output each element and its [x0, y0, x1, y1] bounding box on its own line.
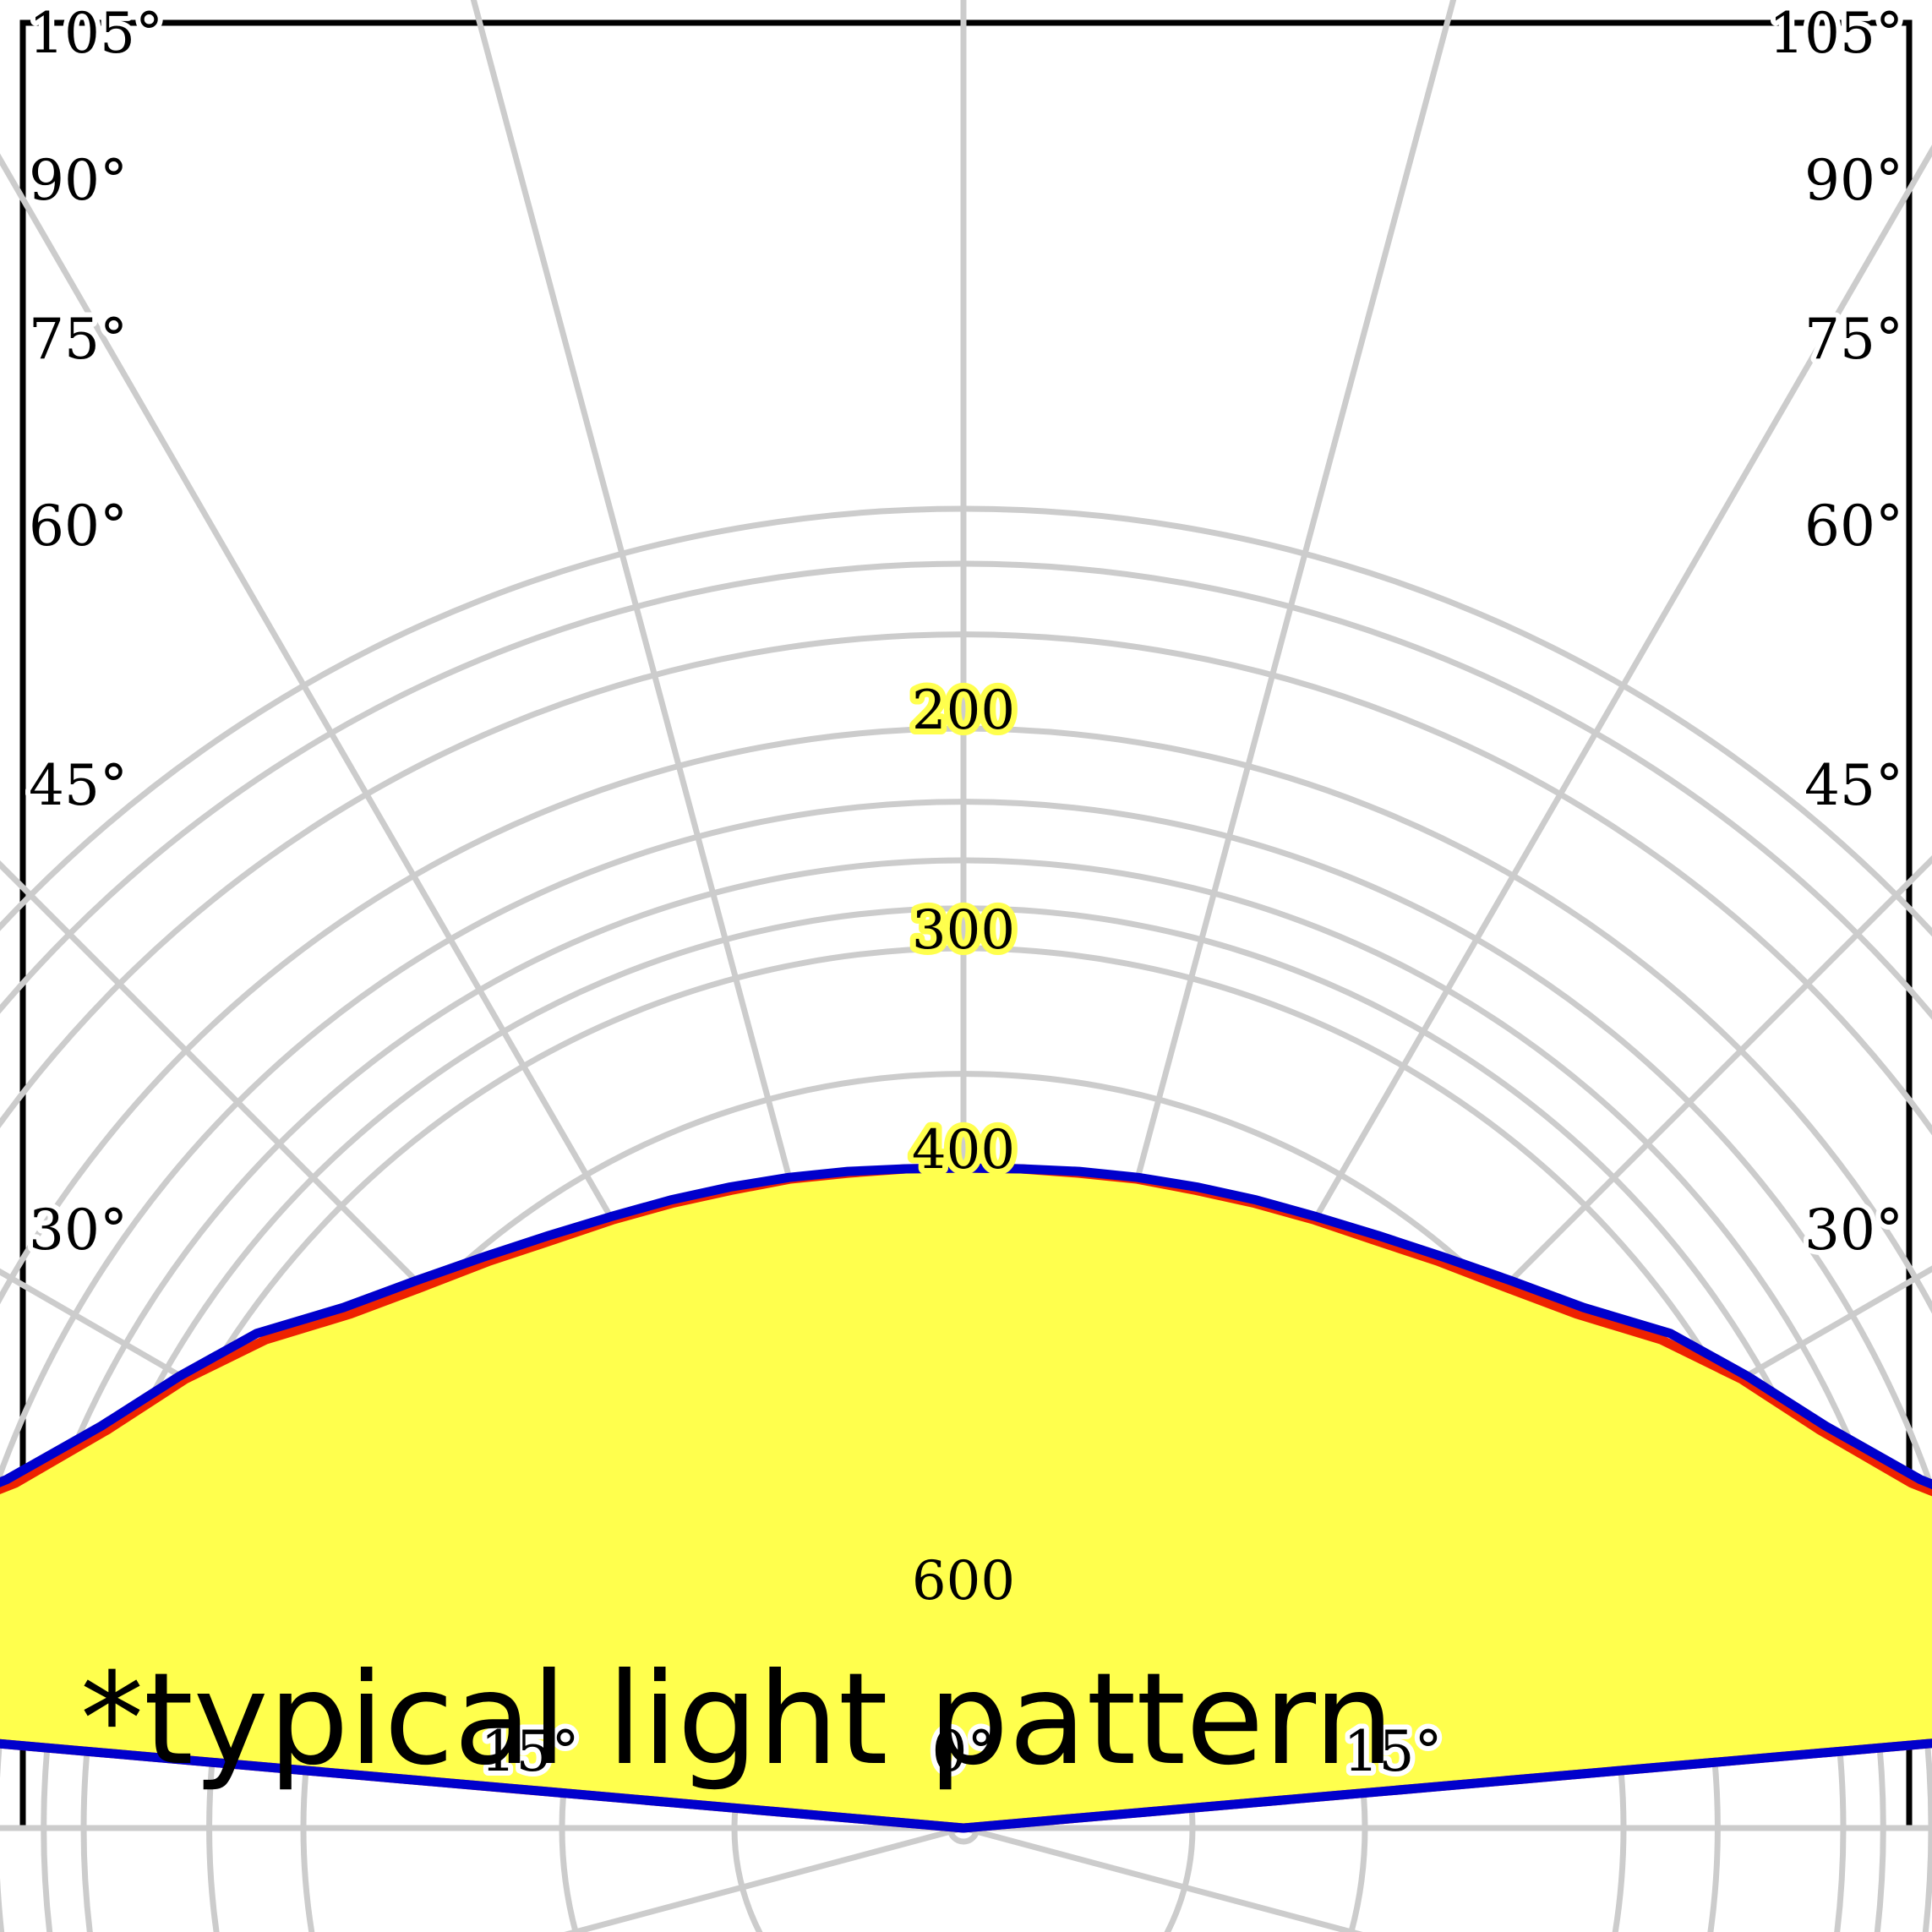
angle-label-left-halo: 45° — [29, 753, 128, 818]
angle-label-right-halo: 45° — [1804, 753, 1903, 818]
angle-label-right-halo: 30° — [1804, 1198, 1903, 1263]
angle-label-left-halo: 105° — [29, 1, 163, 66]
angle-label-left-halo: 30° — [29, 1198, 128, 1263]
angle-label-bottom: 15° — [481, 1719, 580, 1784]
angle-label-bottom-halo: 15° — [481, 1719, 580, 1784]
angle-tick-labels: 105°105°90°90°75°75°60°60°45°45°30°30°10… — [24, 0, 1908, 1789]
radial-tick-label-halo: 200 — [912, 679, 1015, 742]
distribution-curves — [0, 1163, 1932, 1833]
angle-label-right: 30° — [1804, 1198, 1903, 1263]
radial-tick-label-halo: 400 — [912, 1119, 1015, 1182]
angle-label-right: 45° — [1804, 753, 1903, 818]
typical-light-pattern-note: *typical light pattern — [80, 1646, 1394, 1793]
angle-label-bottom: 0° — [932, 1719, 996, 1784]
radial-tick-label: 200 — [912, 679, 1015, 742]
angle-label-left: 75° — [29, 307, 128, 372]
distribution-fill — [0, 1168, 1932, 1828]
radial-tick-label: 400 — [912, 1119, 1015, 1182]
angle-label-right: 105° — [1769, 1, 1903, 66]
radial-tick-label-halo: 600 — [912, 1550, 1015, 1613]
angle-label-bottom: 15° — [1344, 1719, 1443, 1784]
radial-tick-label: 600 — [912, 1550, 1015, 1613]
angle-label-right-halo: 90° — [1804, 148, 1903, 213]
angle-label-right: 90° — [1804, 148, 1903, 213]
radial-tick-label: 300 — [912, 899, 1015, 962]
angle-label-right-halo: 60° — [1804, 494, 1903, 559]
angle-label-left: 90° — [29, 148, 128, 213]
angle-label-left: 30° — [29, 1198, 128, 1263]
angle-label-bottom-halo: 0° — [932, 1719, 996, 1784]
angle-label-left-halo: 90° — [29, 148, 128, 213]
angle-label-left-halo: 60° — [29, 494, 128, 559]
angle-label-bottom-halo: 15° — [1344, 1719, 1443, 1784]
angle-label-right: 60° — [1804, 494, 1903, 559]
angle-label-left: 45° — [29, 753, 128, 818]
angle-label-right-halo: 105° — [1769, 1, 1903, 66]
angle-label-right: 75° — [1804, 307, 1903, 372]
angle-label-right-halo: 75° — [1804, 307, 1903, 372]
angle-label-left: 105° — [29, 1, 163, 66]
angle-label-left-halo: 75° — [29, 307, 128, 372]
radial-tick-label-halo: 300 — [912, 899, 1015, 962]
angle-label-left: 60° — [29, 494, 128, 559]
